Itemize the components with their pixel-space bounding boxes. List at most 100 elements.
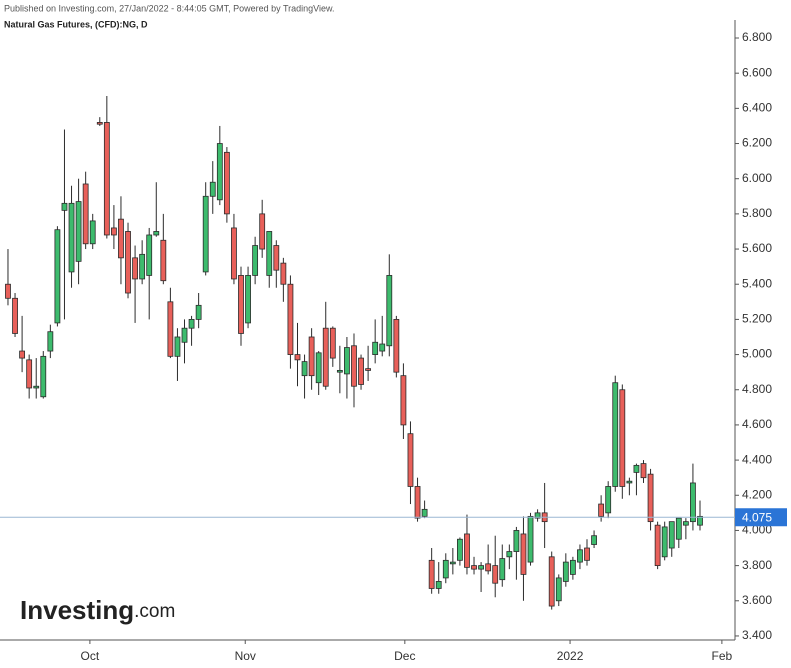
candle-body	[640, 463, 647, 479]
candle-body	[584, 547, 590, 561]
candle-body	[407, 433, 414, 487]
candle-body	[103, 122, 110, 236]
candle-body	[492, 565, 499, 584]
candle-body	[294, 354, 301, 361]
candle-body	[690, 482, 696, 523]
candle-body	[478, 565, 484, 570]
candle-body	[464, 533, 470, 568]
y-tick-label: 6.800	[742, 30, 772, 44]
candle-body	[167, 301, 174, 357]
candle-body	[75, 201, 82, 262]
y-tick-label: 4.600	[742, 417, 772, 431]
candle-body	[40, 355, 47, 398]
candle-body	[132, 257, 138, 280]
candle-body	[68, 202, 75, 273]
candle-body	[562, 561, 569, 582]
x-tick-label: 2022	[557, 649, 584, 663]
candle-body	[421, 508, 428, 517]
y-tick-label: 3.600	[742, 593, 772, 607]
x-tick-label: Nov	[235, 649, 256, 663]
y-tick-label: 6.400	[742, 101, 772, 115]
candle-body	[520, 533, 527, 575]
candle-body	[259, 213, 266, 250]
candle-body	[110, 227, 117, 236]
y-tick-label: 5.000	[742, 347, 772, 361]
y-tick-label: 5.200	[742, 312, 772, 326]
logo-brand: Investing	[20, 595, 134, 625]
candle-body	[661, 526, 668, 558]
candle-body	[280, 262, 287, 285]
candle-body	[96, 122, 103, 125]
candle-body	[626, 480, 633, 484]
candle-body	[266, 231, 273, 276]
candle-body	[308, 336, 315, 377]
candle-body	[682, 521, 689, 526]
candle-body	[612, 382, 619, 487]
candle-body	[89, 220, 96, 245]
candle-body	[654, 524, 661, 567]
candle-body	[252, 245, 259, 276]
published-note: Published on Investing.com, 27/Jan/2022 …	[4, 3, 335, 13]
candle-body	[216, 143, 223, 201]
candle-body	[647, 473, 654, 523]
candle-body	[527, 515, 534, 563]
candle-body	[19, 350, 26, 359]
candle-body	[209, 181, 216, 197]
candle-body	[181, 327, 188, 343]
candle-body	[569, 559, 576, 575]
last-price-label: 4.075	[742, 510, 772, 524]
candle-body	[591, 535, 597, 545]
candle-body	[457, 538, 463, 561]
candle-body	[697, 515, 703, 526]
candle-body	[393, 318, 400, 373]
candle-body	[619, 389, 626, 487]
candle-body	[301, 361, 308, 377]
y-tick-label: 5.600	[742, 241, 772, 255]
y-tick-label: 4.800	[742, 382, 772, 396]
x-tick-label: Feb	[712, 649, 733, 663]
instrument-title: Natural Gas Futures, (CFD):NG, D	[4, 19, 148, 29]
candle-body	[315, 352, 322, 384]
candle-body	[428, 559, 435, 589]
candle-body	[336, 369, 343, 373]
candle-body	[125, 231, 131, 294]
candle-body	[5, 283, 11, 299]
candle-body	[61, 202, 68, 211]
candle-body	[598, 503, 605, 517]
candle-body	[605, 486, 612, 514]
y-tick-label: 5.400	[742, 276, 772, 290]
candle-body	[351, 345, 357, 387]
x-tick-label: Oct	[81, 649, 100, 663]
candle-body	[82, 183, 89, 245]
candle-body	[26, 359, 33, 389]
candle-body	[329, 327, 336, 359]
candle-body	[174, 336, 181, 357]
candle-body	[442, 559, 449, 579]
candle-body	[139, 253, 146, 280]
candle-body	[245, 275, 251, 324]
logo: Investing.com	[20, 595, 175, 625]
candle-body	[577, 549, 583, 563]
candle-body	[195, 304, 202, 320]
candle-body	[118, 218, 124, 259]
y-tick-label: 6.600	[742, 65, 772, 79]
candle-body	[54, 229, 61, 324]
candle-body	[372, 341, 379, 355]
y-tick-label: 3.400	[742, 628, 772, 642]
candle-body	[238, 275, 244, 334]
y-tick-label: 5.800	[742, 206, 772, 220]
last-price-box	[735, 508, 787, 527]
candle-body	[365, 368, 372, 371]
candle-body	[499, 558, 506, 581]
y-tick-label: 4.200	[742, 487, 772, 501]
candle-body	[513, 530, 520, 552]
candle-body	[534, 512, 541, 519]
candle-body	[344, 347, 350, 375]
candle-body	[485, 563, 492, 572]
candle-body	[449, 561, 456, 565]
candle-body	[188, 318, 195, 329]
candle-body	[471, 565, 477, 570]
candle-body	[231, 227, 237, 280]
x-tick-label: Dec	[394, 649, 415, 663]
